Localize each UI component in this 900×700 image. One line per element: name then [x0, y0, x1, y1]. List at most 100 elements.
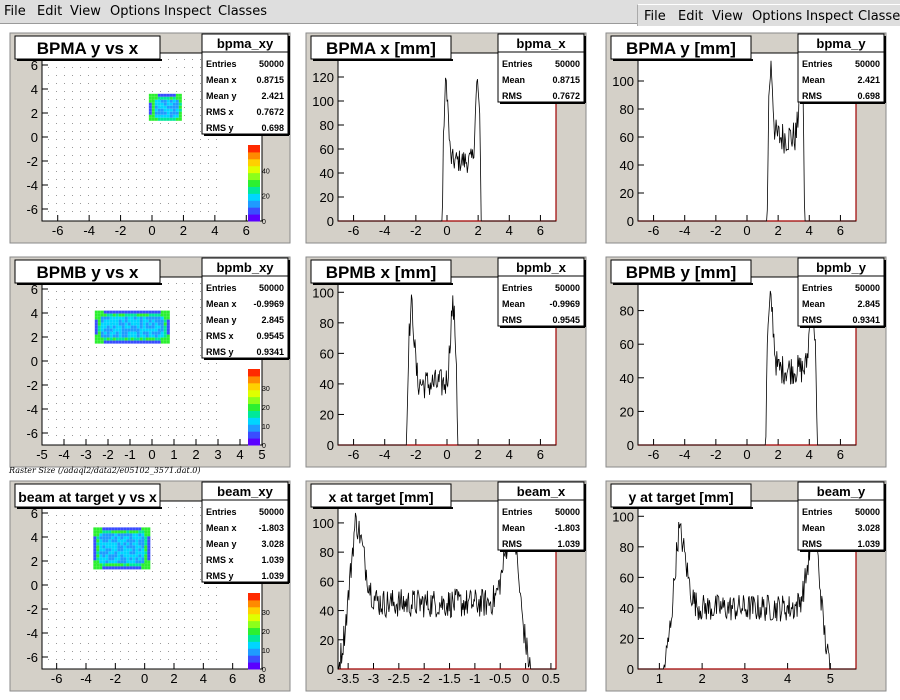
y-tick-label-bpmb_x: 20	[320, 407, 334, 422]
density-cell	[126, 527, 130, 531]
grid-dot	[144, 203, 145, 204]
grid-dot	[200, 547, 201, 548]
stats-label-bpma_y: Mean	[802, 75, 825, 85]
grid-dot	[96, 635, 97, 636]
menu2-options[interactable]: Options	[752, 9, 803, 24]
grid-dot	[152, 163, 153, 164]
density-cell	[105, 530, 109, 534]
grid-dot	[64, 211, 65, 212]
density-cell	[126, 533, 130, 537]
grid-dot	[104, 435, 105, 436]
grid-dot	[72, 195, 73, 196]
grid-dot	[184, 59, 185, 60]
grid-dot	[136, 179, 137, 180]
x-tick-label-beam_x: 0.5	[542, 671, 560, 686]
density-cell	[163, 319, 167, 323]
grid-dot	[104, 123, 105, 124]
grid-dot	[144, 91, 145, 92]
grid-dot	[104, 131, 105, 132]
density-cell	[102, 542, 106, 546]
grid-dot	[72, 387, 73, 388]
menu2-file[interactable]: File	[644, 9, 666, 24]
menu-view[interactable]: View	[70, 4, 101, 19]
grid-dot	[56, 67, 57, 68]
density-cell	[132, 527, 136, 531]
x-tick-label-bpma_xy: 0	[148, 223, 155, 238]
grid-dot	[104, 363, 105, 364]
density-cell	[114, 539, 118, 543]
menu-file[interactable]: File	[4, 4, 26, 19]
grid-dot	[184, 379, 185, 380]
grid-dot	[88, 67, 89, 68]
grid-dot	[48, 531, 49, 532]
menu-classes[interactable]: Classes	[218, 4, 267, 19]
grid-dot	[160, 411, 161, 412]
grid-dot	[56, 547, 57, 548]
stats-value-bpma_x: 0.8715	[552, 75, 580, 85]
grid-dot	[176, 387, 177, 388]
grid-dot	[128, 179, 129, 180]
density-cell	[117, 527, 121, 531]
density-cell	[123, 554, 127, 558]
menu-inspect[interactable]: Inspect	[164, 4, 212, 19]
density-cell	[136, 310, 140, 314]
grid-dot	[88, 179, 89, 180]
grid-dot	[48, 579, 49, 580]
chart-title-bpma_x: BPMA x [mm]	[326, 39, 436, 58]
menu-edit[interactable]: Edit	[37, 4, 63, 19]
menu2-inspect[interactable]: Inspect	[806, 9, 854, 24]
density-cell	[96, 551, 100, 555]
stats-name-bpmb_x: bpmb_x	[516, 260, 567, 275]
density-cell	[129, 533, 133, 537]
grid-dot	[112, 387, 113, 388]
grid-dot	[112, 299, 113, 300]
menu2-edit[interactable]: Edit	[678, 9, 704, 24]
grid-dot	[176, 619, 177, 620]
density-cell	[102, 539, 106, 543]
density-cell	[120, 527, 124, 531]
grid-dot	[120, 363, 121, 364]
y-tick-label-beam_y: 40	[620, 601, 634, 616]
grid-dot	[184, 507, 185, 508]
grid-dot	[200, 59, 201, 60]
menu-options[interactable]: Options	[110, 4, 161, 19]
grid-dot	[88, 515, 89, 516]
density-cell	[109, 328, 113, 332]
x-tick-label-bpmb_y: 6	[837, 447, 844, 462]
menu2-view[interactable]: View	[712, 9, 743, 24]
grid-dot	[168, 659, 169, 660]
grid-dot	[112, 523, 113, 524]
density-cell	[144, 563, 148, 567]
stats-frame-beam_xy	[201, 481, 289, 583]
y-tick-label-beam_x: 100	[312, 516, 334, 531]
density-cell	[142, 322, 146, 326]
density-cell	[154, 102, 158, 106]
grid-dot	[128, 307, 129, 308]
density-cell	[124, 328, 128, 332]
density-cell	[117, 530, 121, 534]
grid-dot	[80, 411, 81, 412]
grid-dot	[184, 107, 185, 108]
grid-dot	[112, 83, 113, 84]
grid-dot	[144, 379, 145, 380]
grid-dot	[80, 123, 81, 124]
grid-dot	[64, 515, 65, 516]
density-cell	[120, 563, 124, 567]
grid-dot	[176, 211, 177, 212]
density-cell	[93, 551, 97, 555]
density-cell	[108, 566, 112, 570]
menu2-classes[interactable]: Classes	[858, 9, 900, 24]
density-cell	[124, 331, 128, 335]
grid-dot	[152, 147, 153, 148]
density-cell	[138, 551, 142, 555]
density-cell	[111, 533, 115, 537]
stats-value-bpmb_xy: 2.845	[261, 315, 284, 325]
grid-dot	[152, 299, 153, 300]
density-cell	[135, 545, 139, 549]
density-cell	[96, 566, 100, 570]
grid-dot	[56, 651, 57, 652]
grid-dot	[200, 203, 201, 204]
